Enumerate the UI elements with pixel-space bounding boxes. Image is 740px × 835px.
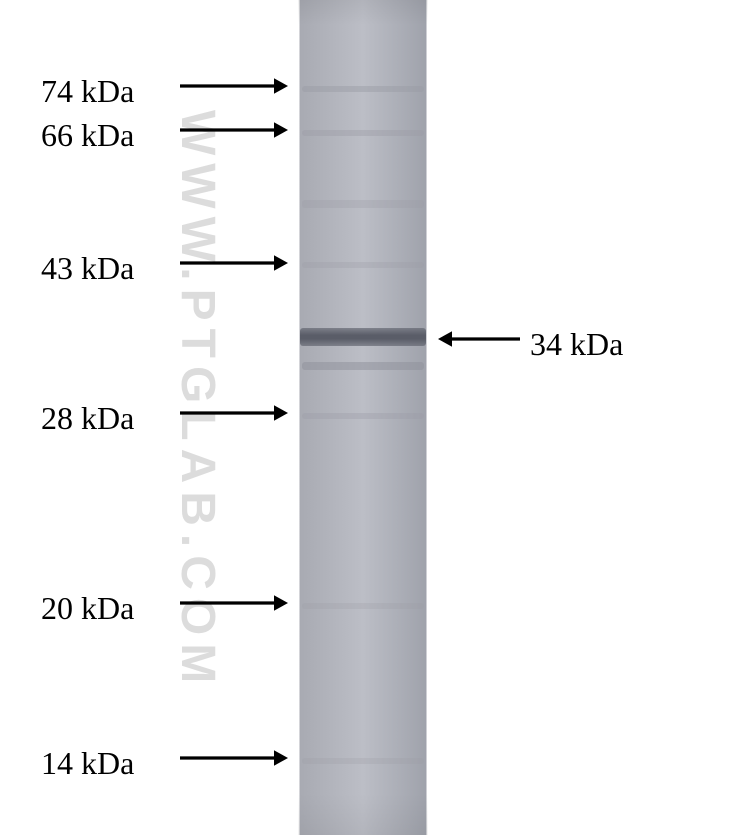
- arrow: [166, 744, 302, 772]
- arrow: [424, 325, 534, 353]
- arrow: [166, 72, 302, 100]
- mw-label-left: 28 kDa: [41, 400, 134, 437]
- marker-band: [302, 130, 424, 136]
- marker-band: [302, 200, 424, 208]
- marker-band: [302, 603, 424, 609]
- mw-label-left: 43 kDa: [41, 250, 134, 287]
- arrow: [166, 589, 302, 617]
- mw-label-left: 66 kDa: [41, 117, 134, 154]
- target-band: [300, 328, 426, 346]
- western-blot-figure: WWW.PTGLAB.COM74 kDa66 kDa43 kDa28 kDa20…: [0, 0, 740, 835]
- faint-band: [302, 362, 424, 370]
- arrow: [166, 249, 302, 277]
- marker-band: [302, 758, 424, 764]
- arrow: [166, 116, 302, 144]
- mw-label-right: 34 kDa: [530, 326, 623, 363]
- arrow: [166, 399, 302, 427]
- mw-label-left: 20 kDa: [41, 590, 134, 627]
- mw-label-left: 14 kDa: [41, 745, 134, 782]
- marker-band: [302, 86, 424, 92]
- marker-band: [302, 413, 424, 419]
- mw-label-left: 74 kDa: [41, 73, 134, 110]
- marker-band: [302, 262, 424, 268]
